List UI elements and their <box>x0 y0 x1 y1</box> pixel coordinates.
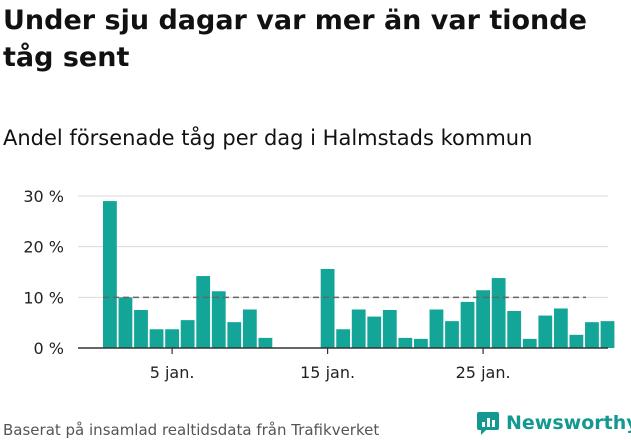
bar <box>196 276 211 348</box>
bar <box>507 311 522 348</box>
bar <box>429 309 444 348</box>
x-tick-label: 15 jan. <box>300 363 355 382</box>
bar <box>320 268 335 348</box>
y-tick-label: 10 % <box>23 288 64 307</box>
bar <box>367 316 382 348</box>
bar <box>569 334 584 348</box>
bar <box>227 322 242 348</box>
bar <box>460 301 475 348</box>
bar <box>165 329 179 348</box>
bar <box>414 338 428 348</box>
bar <box>242 309 257 348</box>
chart-subtitle: Andel försenade tåg per dag i Halmstads … <box>3 126 533 150</box>
bar <box>491 278 506 348</box>
x-tick-label: 5 jan. <box>150 363 195 382</box>
bar <box>445 321 459 348</box>
bar <box>103 201 117 348</box>
newsworthy-logo-icon <box>477 412 499 435</box>
bar <box>118 297 133 348</box>
brand-logo[interactable]: Newsworthy <box>476 409 631 437</box>
gridlines <box>78 195 608 298</box>
bar <box>522 338 537 348</box>
bar <box>553 308 568 348</box>
bar <box>382 310 397 348</box>
bar <box>476 290 490 348</box>
bar <box>600 321 615 348</box>
source-note: Baserat på insamlad realtidsdata från Tr… <box>3 421 380 439</box>
bar <box>336 329 351 348</box>
bar <box>134 310 148 348</box>
bar <box>211 291 226 348</box>
y-tick-label: 20 % <box>23 238 64 257</box>
y-tick-label: 0 % <box>34 339 64 358</box>
bar <box>585 322 599 348</box>
bar <box>398 337 413 348</box>
brand-name: Newsworthy <box>506 412 631 434</box>
y-tick-label: 30 % <box>23 187 64 206</box>
x-tick-label: 25 jan. <box>456 363 511 382</box>
bar <box>149 329 164 348</box>
bar-chart: 0 % 10 % 20 % 30 % 5 jan. 15 jan. 25 jan. <box>23 187 615 382</box>
bar <box>351 309 366 348</box>
axes: 0 % 10 % 20 % 30 % 5 jan. 15 jan. 25 jan. <box>23 187 608 382</box>
bars <box>103 201 615 348</box>
bar <box>258 337 273 348</box>
bar <box>538 315 553 348</box>
bar <box>180 320 195 348</box>
chart-title: Under sju dagar var mer än var tionde tå… <box>3 5 587 73</box>
